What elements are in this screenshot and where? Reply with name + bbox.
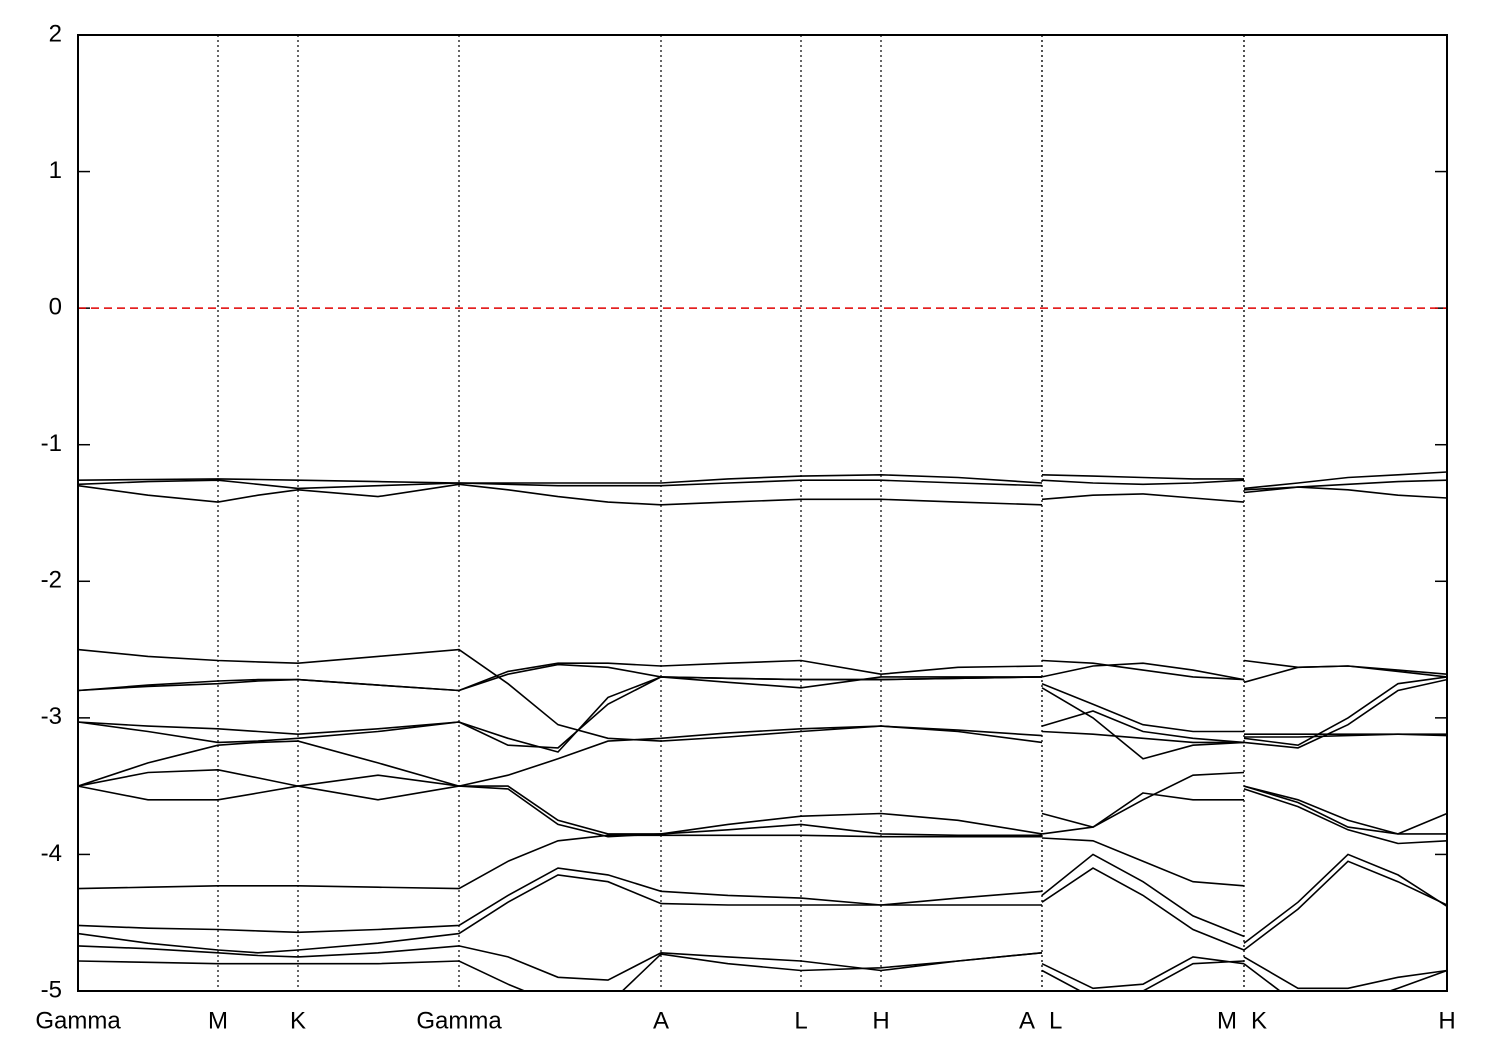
band-line bbox=[1243, 676, 1447, 747]
band-line bbox=[78, 676, 1043, 749]
x-tick-label: Gamma bbox=[416, 1007, 502, 1034]
plot-area bbox=[78, 471, 1447, 991]
x-tick-label: M bbox=[208, 1007, 228, 1034]
band-line bbox=[1041, 662, 1245, 681]
x-tick-label: K bbox=[1251, 1007, 1267, 1034]
band-line bbox=[78, 676, 1043, 753]
band-line bbox=[1243, 963, 1447, 991]
y-tick-label: -2 bbox=[41, 567, 62, 594]
band-line bbox=[1243, 471, 1447, 490]
band-line bbox=[1041, 479, 1245, 486]
plot-border bbox=[77, 34, 1448, 992]
y-tick-label: -1 bbox=[41, 430, 62, 457]
band-line bbox=[1243, 479, 1447, 491]
band-line bbox=[1041, 659, 1245, 681]
y-tick-label: 2 bbox=[49, 20, 62, 47]
band-line bbox=[78, 740, 1043, 835]
x-tick-label: H bbox=[872, 1007, 889, 1034]
band-line bbox=[1243, 665, 1447, 684]
band-line bbox=[78, 725, 1043, 787]
x-tick-label: A bbox=[653, 1007, 669, 1034]
band-line bbox=[78, 648, 1043, 744]
x-tick-label: A bbox=[1019, 1007, 1035, 1034]
band-line bbox=[1243, 788, 1447, 845]
band-line bbox=[1041, 867, 1245, 951]
band-line bbox=[1041, 956, 1245, 990]
band-line bbox=[1041, 474, 1244, 480]
band-line bbox=[78, 785, 1042, 838]
band-line bbox=[1041, 682, 1244, 733]
band-line bbox=[78, 663, 1042, 692]
y-tick-label: 1 bbox=[49, 157, 62, 184]
band-line bbox=[1041, 853, 1245, 938]
band-line bbox=[1041, 771, 1245, 828]
band-line bbox=[1244, 733, 1447, 737]
band-line bbox=[1041, 493, 1245, 503]
x-tick-label: K bbox=[290, 1007, 306, 1034]
band-line bbox=[78, 483, 1043, 506]
band-line bbox=[1243, 785, 1447, 835]
band-line bbox=[78, 867, 1043, 934]
band-line bbox=[1243, 659, 1447, 675]
band-line bbox=[78, 479, 1043, 490]
band-line bbox=[1041, 730, 1244, 744]
band-line bbox=[1243, 853, 1447, 944]
band-line bbox=[78, 952, 1043, 991]
y-tick-label: -4 bbox=[41, 840, 62, 867]
band-line bbox=[1041, 687, 1245, 760]
band-line bbox=[78, 473, 1043, 484]
x-tick-label: Gamma bbox=[35, 1007, 121, 1034]
band-line bbox=[78, 834, 1042, 890]
band-line bbox=[1243, 486, 1447, 499]
y-tick-label: -3 bbox=[41, 703, 62, 730]
x-tick-label: M bbox=[1217, 1007, 1237, 1034]
band-line bbox=[78, 659, 1043, 692]
band-line bbox=[1243, 860, 1447, 951]
band-line bbox=[1041, 837, 1245, 887]
band-line bbox=[1243, 785, 1447, 835]
band-line bbox=[1041, 710, 1245, 744]
band-line bbox=[1243, 956, 1447, 990]
x-tick-label: H bbox=[1438, 1007, 1455, 1034]
band-line bbox=[78, 874, 1042, 954]
band-line bbox=[78, 945, 1043, 981]
band-line bbox=[1041, 792, 1244, 835]
x-tick-label: L bbox=[794, 1007, 807, 1034]
band-line bbox=[1243, 678, 1447, 749]
x-tick-label: L bbox=[1049, 1007, 1062, 1034]
y-tick-label: 0 bbox=[49, 293, 62, 320]
band-line bbox=[1041, 960, 1245, 991]
y-tick-label: -5 bbox=[41, 976, 62, 1003]
